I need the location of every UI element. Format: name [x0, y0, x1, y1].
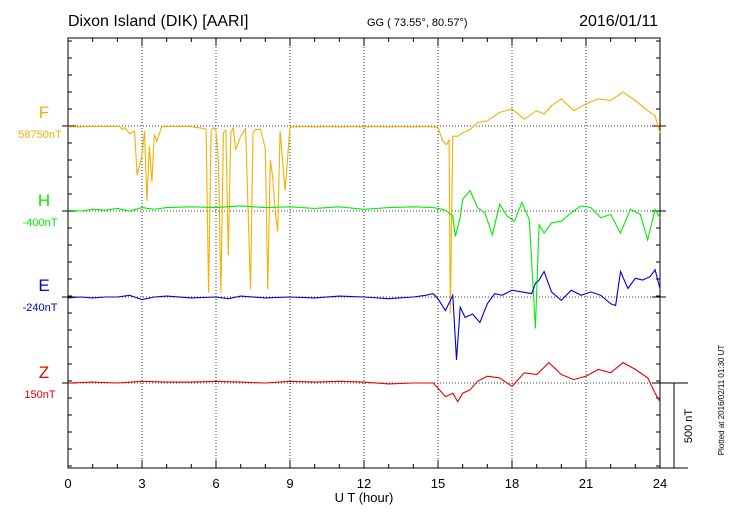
scale-bar: 500 nT	[660, 382, 695, 469]
trace-F	[68, 91, 661, 314]
x-tick-label: 12	[357, 476, 371, 491]
x-tick-label: 15	[431, 476, 445, 491]
x-axis-title: U T (hour)	[335, 490, 394, 505]
plot-frame	[67, 37, 661, 469]
series-baseline-F: 58750nT	[18, 129, 62, 141]
trace-E	[67, 268, 661, 360]
grid-lines	[68, 38, 660, 468]
series-labels: F 58750nT H -400nT E -240nT Z 150nT	[18, 103, 62, 401]
x-tick-label: 21	[579, 476, 593, 491]
x-tick-label: 6	[212, 476, 219, 491]
station-coordinates: GG ( 73.55°, 80.57°)	[367, 17, 468, 29]
series-name-F: F	[39, 103, 49, 122]
series-name-Z: Z	[39, 363, 49, 382]
x-tick-label: 0	[64, 476, 71, 491]
series-baseline-Z: 150nT	[24, 389, 55, 401]
axis-ticks: 0 3 6 9 12 15 18 21 24	[62, 38, 667, 491]
x-tick-label: 18	[505, 476, 519, 491]
x-tick-label: 3	[138, 476, 145, 491]
trace-H	[67, 189, 661, 329]
data-traces	[67, 91, 661, 403]
scale-bar-label: 500 nT	[683, 409, 695, 444]
series-baseline-E: -240nT	[23, 302, 58, 314]
series-baseline-H: -400nT	[23, 217, 58, 229]
plotted-timestamp: Plotted at 2016/02/11 01:30 UT	[717, 345, 726, 456]
series-name-H: H	[38, 191, 50, 210]
trace-Z	[67, 361, 661, 403]
x-tick-label: 9	[286, 476, 293, 491]
series-name-E: E	[38, 276, 49, 295]
station-title: Dixon Island (DIK) [AARI]	[68, 13, 249, 30]
x-tick-label: 24	[653, 476, 667, 491]
chart-date: 2016/01/11	[579, 13, 658, 30]
